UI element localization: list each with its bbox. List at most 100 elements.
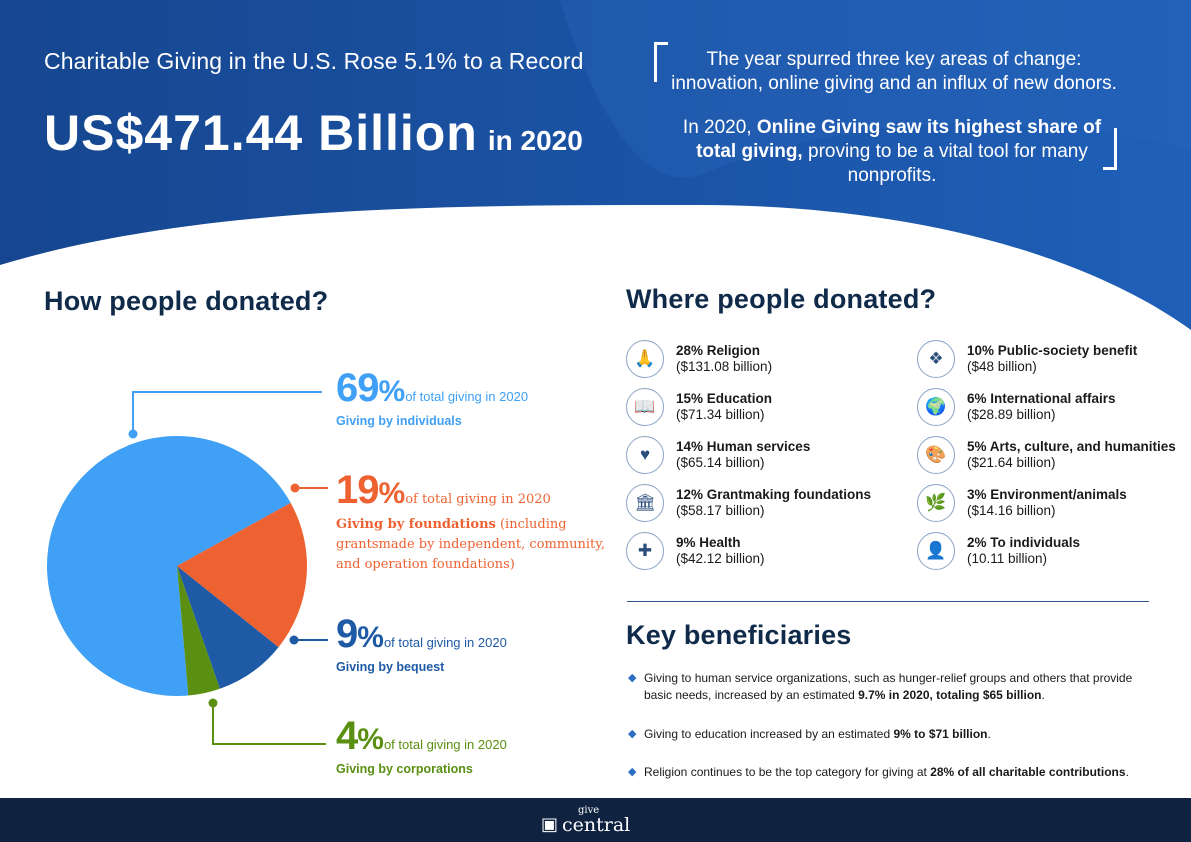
- pie-slice-corporations: [177, 566, 220, 696]
- callout-pct-sign: %: [378, 375, 406, 408]
- beneficiary-bold: 9% to $71 billion: [893, 727, 988, 741]
- diamond-bullet-icon: ◆: [628, 766, 637, 778]
- section-divider: [627, 601, 1149, 602]
- callout-sub: Giving by foundations (including grantsm…: [336, 515, 606, 575]
- beneficiary-bold: 9.7% in 2020, totaling $65 billion: [858, 688, 1042, 702]
- callout-foundations: 19%of total giving in 2020 Giving by fou…: [336, 470, 606, 575]
- pie-slice-bequest: [177, 566, 279, 689]
- category-amount: ($131.08 billion): [676, 359, 773, 374]
- category-title: 15% Education: [676, 391, 773, 406]
- callout-corporations: 4%of total giving in 2020 Giving by corp…: [336, 716, 507, 776]
- category-public-society: ❖ 10% Public-society benefit ($48 billion…: [917, 340, 1137, 378]
- category-amount: ($48 billion): [967, 359, 1037, 374]
- praying-hands-icon: 🙏: [626, 340, 664, 378]
- quote-prefix: In 2020,: [682, 117, 757, 138]
- palette-icon: 🎨: [917, 436, 955, 474]
- earth-leaf-icon: 🌿: [917, 484, 955, 522]
- callout-desc: of total giving in 2020: [383, 635, 507, 650]
- beneficiary-bold: 28% of all charitable contributions: [930, 765, 1126, 779]
- leader-corporations-dot: [208, 698, 218, 708]
- callout-pct: 19: [336, 468, 379, 512]
- footer-bar: ▣ give central: [0, 798, 1191, 842]
- total-amount-suffix: in 2020: [487, 125, 583, 156]
- category-title: 9% Health: [676, 535, 741, 550]
- callout-pct: 69: [336, 366, 379, 410]
- gift-icon: ▣: [541, 814, 559, 835]
- pie-chart: [46, 391, 328, 745]
- callout-pct: 9: [336, 612, 358, 656]
- human-services-icon: ♥: [626, 436, 664, 474]
- category-amount: (10.11 billion): [967, 551, 1048, 566]
- callout-sub: Giving by individuals: [336, 414, 462, 428]
- pie-slice-individuals: [46, 436, 291, 696]
- category-religion: 🙏 28% Religion ($131.08 billion): [626, 340, 772, 378]
- brand-bottom: central: [562, 814, 631, 836]
- beneficiary-text: Giving to human service organizations, s…: [644, 671, 1133, 702]
- callout-pct-sign: %: [378, 477, 406, 510]
- callout-individuals: 69%of total giving in 2020 Giving by ind…: [336, 368, 528, 428]
- leader-individuals-dot: [128, 429, 138, 439]
- category-title: 6% International affairs: [967, 391, 1116, 406]
- category-human-services: ♥ 14% Human services ($65.14 billion): [626, 436, 810, 474]
- category-title: 2% To individuals: [967, 535, 1081, 550]
- callout-bequest: 9%of total giving in 2020 Giving by bequ…: [336, 614, 507, 674]
- category-amount: ($14.16 billion): [967, 503, 1056, 518]
- category-amount: ($65.14 billion): [676, 455, 765, 470]
- where-section-title: Where people donated?: [626, 284, 937, 314]
- leader-corporations: [212, 703, 326, 745]
- quote-text-1: The year spurred three key areas of chan…: [671, 49, 1117, 94]
- beneficiary-end: .: [1125, 765, 1129, 779]
- category-health: ✚ 9% Health ($42.12 billion): [626, 532, 765, 570]
- globe-icon: 🌍: [917, 388, 955, 426]
- leader-individuals: [132, 391, 322, 434]
- bank-building-icon: 🏛: [626, 484, 664, 522]
- beneficiary-text: Giving to education increased by an esti…: [644, 727, 894, 741]
- headline: Charitable Giving in the U.S. Rose 5.1% …: [44, 48, 584, 74]
- category-arts: 🎨 5% Arts, culture, and humanities ($21.6…: [917, 436, 1176, 474]
- category-education: 📖 15% Education ($71.34 billion): [626, 388, 772, 426]
- beneficiary-item: ◆ Giving to education increased by an est…: [628, 726, 1148, 743]
- leader-foundations-dot: [290, 483, 300, 493]
- health-icon: ✚: [626, 532, 664, 570]
- quote-bracket-top-left: [654, 42, 668, 82]
- category-international: 🌍 6% International affairs ($28.89 billio…: [917, 388, 1116, 426]
- category-title: 14% Human services: [676, 439, 811, 454]
- category-amount: ($42.12 billion): [676, 551, 765, 566]
- category-individuals: 👤 2% To individuals (10.11 billion): [917, 532, 1080, 570]
- category-amount: ($21.64 billion): [967, 455, 1056, 470]
- beneficiary-text: Religion continues to be the top categor…: [644, 765, 931, 779]
- how-section-title: How people donated?: [44, 286, 329, 316]
- category-amount: ($71.34 billion): [676, 407, 765, 422]
- quote-bold: Online Giving saw its highest share of t…: [696, 117, 1102, 162]
- category-amount: ($58.17 billion): [676, 503, 765, 518]
- category-title: 10% Public-society benefit: [967, 343, 1138, 358]
- quote-bracket-bottom-right: [1103, 128, 1117, 170]
- beneficiary-end: .: [1041, 688, 1045, 702]
- key-section-title: Key beneficiaries: [626, 620, 852, 650]
- education-icon: 📖: [626, 388, 664, 426]
- category-environment: 🌿 3% Environment/animals ($14.16 billion): [917, 484, 1127, 522]
- total-amount: US$471.44 Billion in 2020: [44, 104, 583, 162]
- callout-pct-sign: %: [357, 723, 384, 756]
- category-title: 3% Environment/animals: [967, 487, 1127, 502]
- pie-slice-foundations: [177, 502, 308, 648]
- leader-bequest-dot: [289, 635, 299, 645]
- category-title: 12% Grantmaking foundations: [676, 487, 872, 502]
- diamond-bullet-icon: ◆: [628, 728, 637, 740]
- callout-sub: Giving by bequest: [336, 660, 445, 674]
- total-amount-value: US$471.44 Billion: [44, 105, 478, 161]
- callout-desc: of total giving in 2020: [405, 492, 551, 507]
- person-icon: 👤: [917, 532, 955, 570]
- category-amount: ($28.89 billion): [967, 407, 1056, 422]
- callout-sub-bold: Giving by foundations: [336, 517, 496, 532]
- beneficiary-end: .: [987, 727, 991, 741]
- callout-pct-sign: %: [357, 621, 384, 654]
- beneficiary-item: ◆ Giving to human service organizations, …: [628, 670, 1148, 704]
- brand-top: give: [578, 805, 600, 816]
- diamond-bullet-icon: ◆: [628, 672, 637, 684]
- callout-desc: of total giving in 2020: [405, 389, 529, 404]
- givecentral-logo[interactable]: ▣ give central: [541, 805, 631, 836]
- callout-desc: of total giving in 2020: [383, 737, 507, 752]
- network-icon: ❖: [917, 340, 955, 378]
